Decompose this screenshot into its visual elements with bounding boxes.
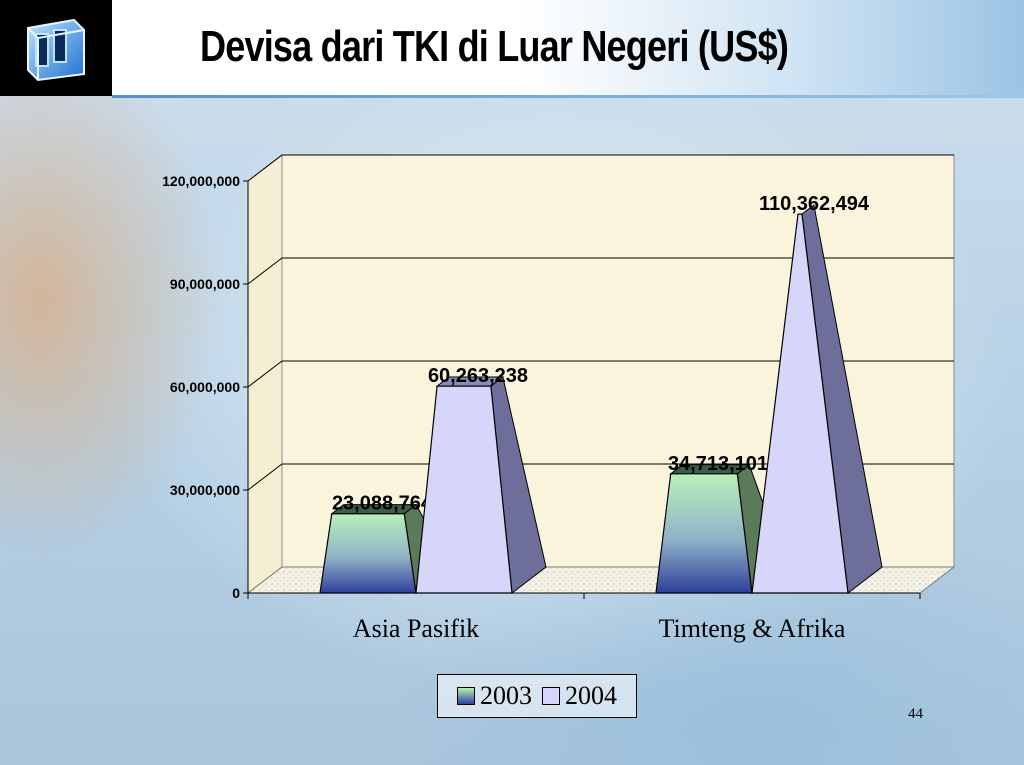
logo-box bbox=[0, 0, 112, 96]
data-label: 23,088,764 bbox=[332, 493, 433, 515]
y-tick-label: 60,000,000 bbox=[170, 379, 240, 395]
y-tick-label: 90,000,000 bbox=[170, 276, 240, 292]
legend-swatch-2003 bbox=[457, 687, 475, 705]
data-label: 110,362,494 bbox=[759, 193, 870, 215]
gridline bbox=[247, 360, 954, 388]
bar-2004-0 bbox=[415, 385, 513, 594]
legend-item-2003: 2003 bbox=[457, 681, 532, 711]
data-label: 60,263,238 bbox=[428, 365, 528, 387]
bar-2003-0 bbox=[319, 513, 417, 594]
title-underline bbox=[112, 95, 1024, 98]
bar-2003-1 bbox=[655, 473, 753, 594]
gridline bbox=[247, 463, 954, 491]
chart-legend: 2003 2004 bbox=[437, 674, 637, 718]
legend-label-2004: 2004 bbox=[565, 681, 617, 710]
page-number: 44 bbox=[908, 706, 923, 722]
gridline bbox=[247, 257, 954, 285]
x-category-label: Timteng & Afrika bbox=[659, 614, 846, 643]
data-label: 34,713,101 bbox=[668, 453, 768, 475]
legend-swatch-2004 bbox=[542, 687, 560, 705]
y-tick-label: 120,000,000 bbox=[162, 173, 240, 189]
gridline bbox=[247, 154, 954, 182]
title-bar bbox=[112, 0, 1024, 96]
legend-label-2003: 2003 bbox=[480, 681, 532, 710]
page-title: Devisa dari TKI di Luar Negeri (US$) bbox=[200, 22, 789, 71]
legend-item-2004: 2004 bbox=[542, 681, 617, 711]
bar-2004-1 bbox=[751, 213, 849, 594]
x-category-label: Asia Pasifik bbox=[353, 614, 479, 643]
y-tick-label: 0 bbox=[232, 585, 240, 601]
y-tick-label: 30,000,000 bbox=[170, 482, 240, 498]
window-cube-icon bbox=[27, 18, 85, 82]
